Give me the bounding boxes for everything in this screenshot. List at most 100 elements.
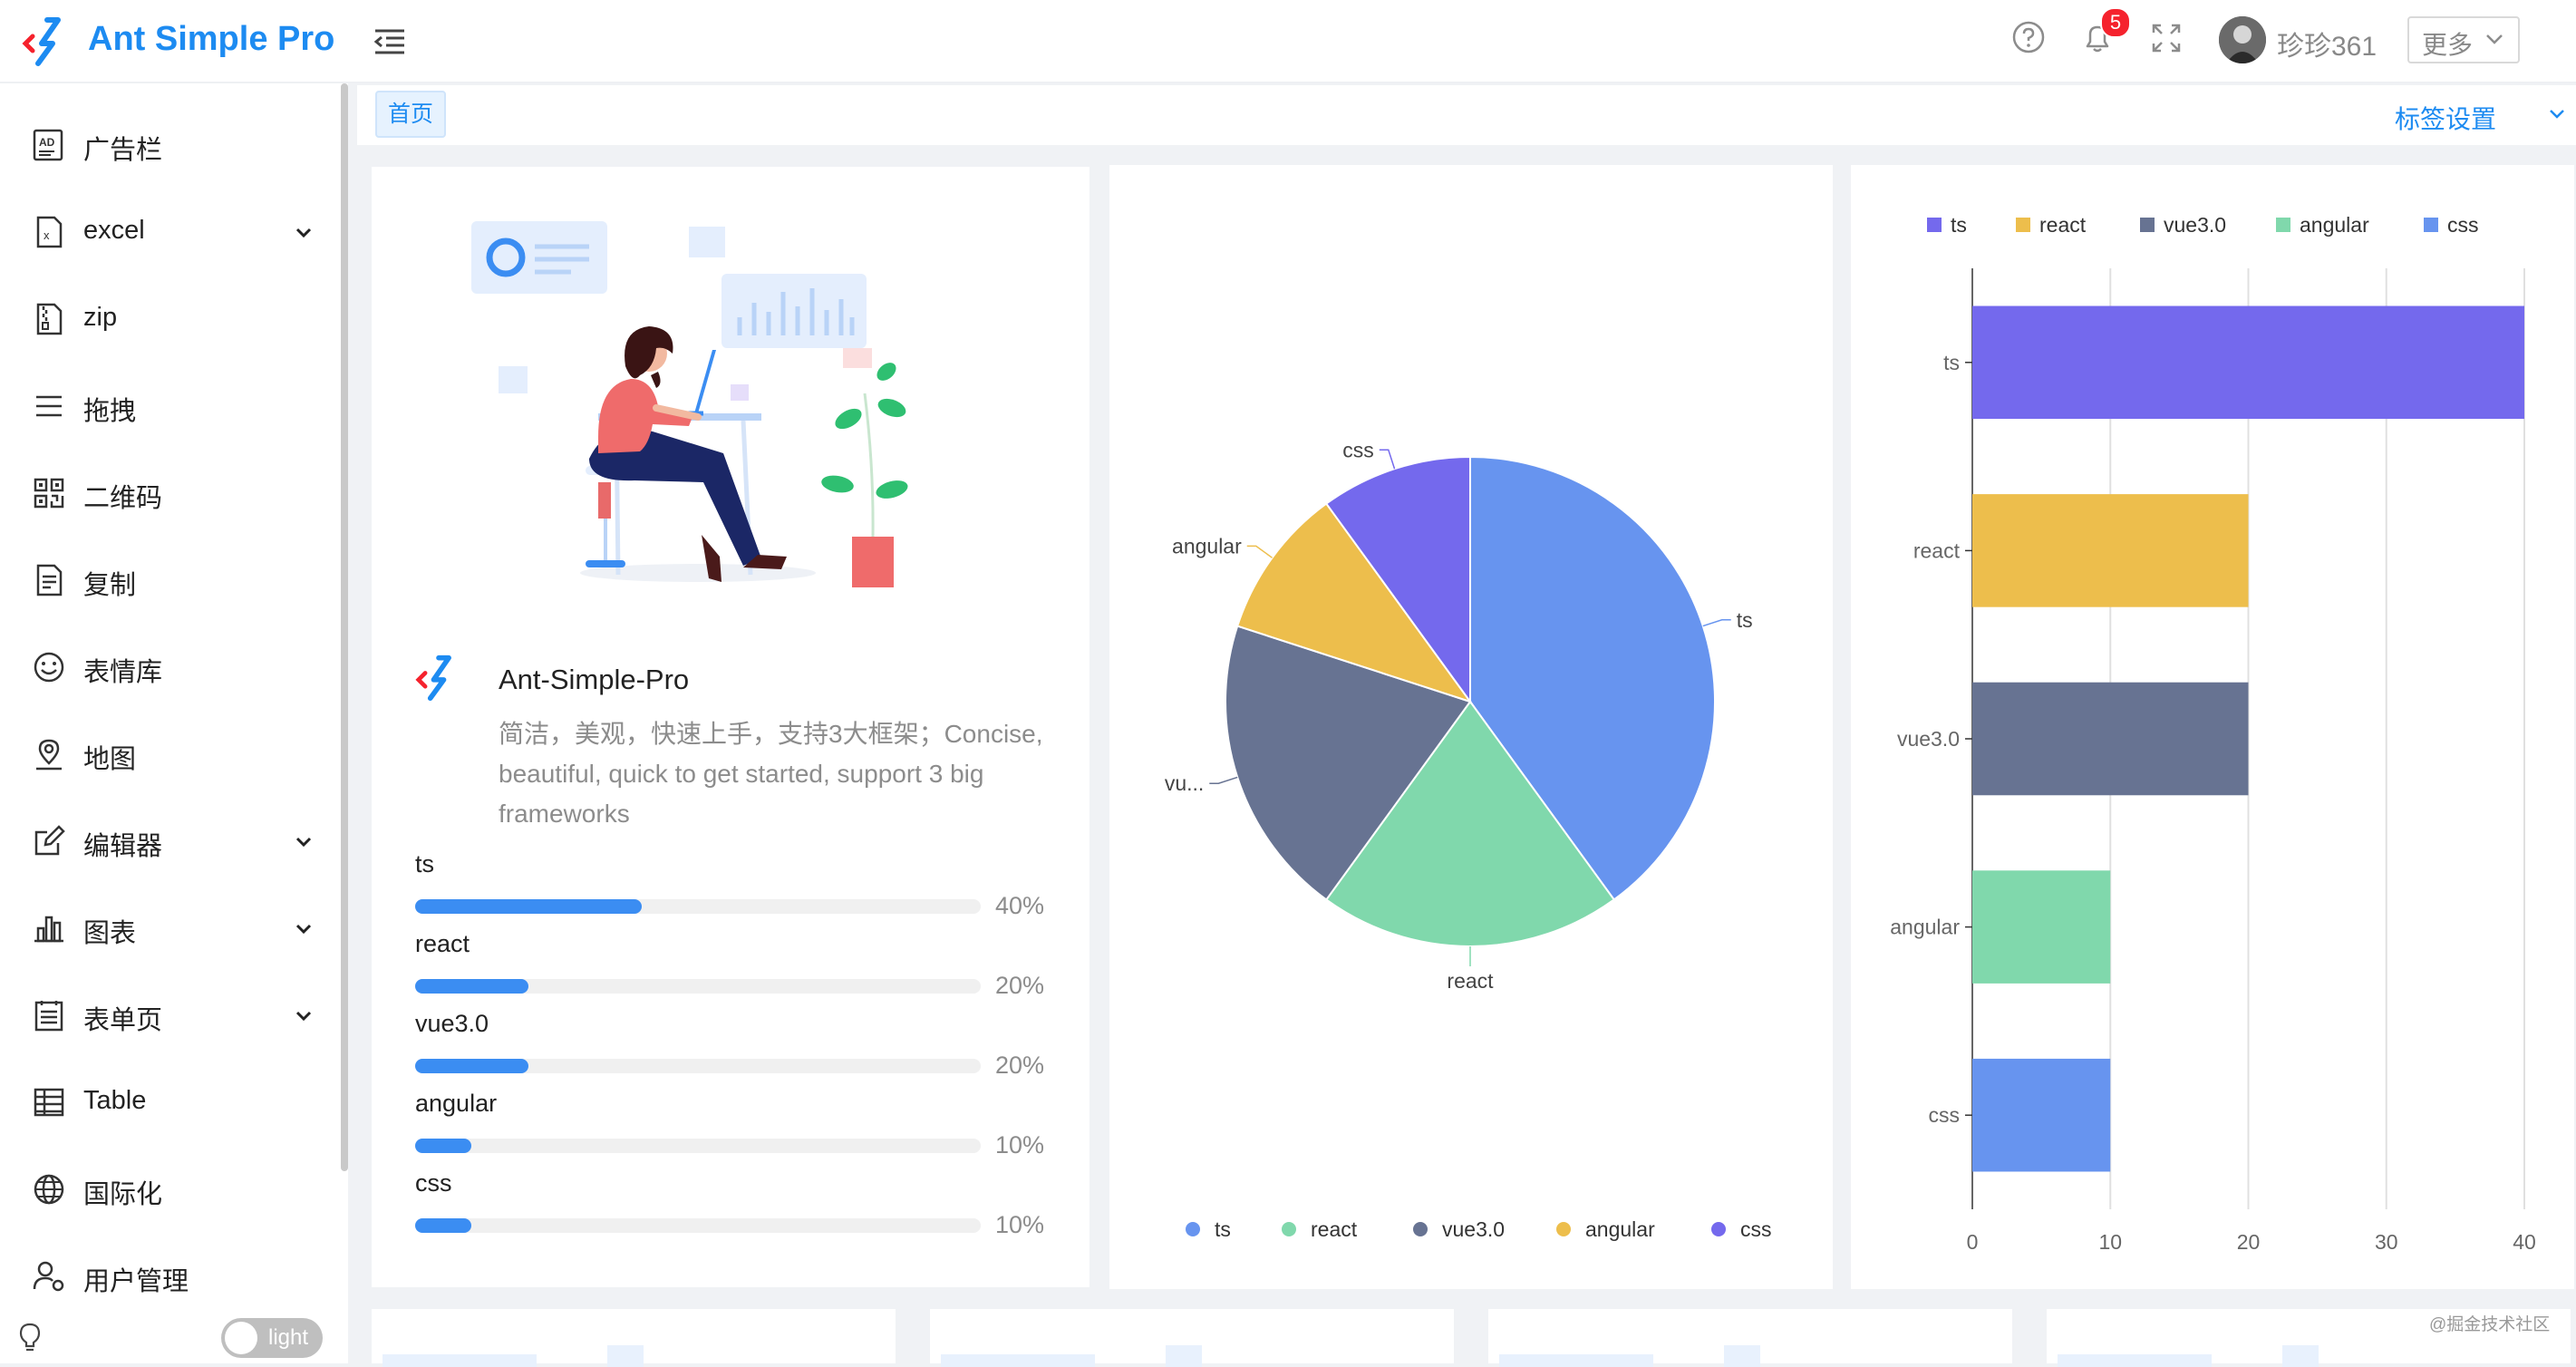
legend-marker xyxy=(1413,1222,1428,1236)
stat-card xyxy=(930,1309,1454,1367)
sidebar-item-drag[interactable]: 拖拽 xyxy=(0,363,348,450)
y-tick-label: angular xyxy=(1890,916,1960,939)
bar-chart: ts react vue3.0 angular css 0 10 20 30 40 ts react v… xyxy=(1890,213,2536,1254)
fullscreen-icon[interactable] xyxy=(2150,22,2183,54)
skill-progress-fill xyxy=(415,1139,472,1153)
project-logo-icon xyxy=(415,654,451,702)
stat-card xyxy=(372,1309,896,1367)
x-tick-label: 0 xyxy=(1967,1230,1979,1254)
pie-slice xyxy=(1225,625,1472,901)
skill-percent: 20% xyxy=(995,1052,1045,1079)
legend-marker xyxy=(2424,218,2438,232)
username[interactable]: 珍珍361 xyxy=(2277,32,2377,62)
sidebar-item-label: 编辑器 xyxy=(83,832,163,861)
copy-file-icon xyxy=(36,564,63,596)
x-tick-label: 10 xyxy=(2098,1230,2122,1254)
legend-label: vue3.0 xyxy=(2164,213,2226,237)
sidebar-item-emoji[interactable]: 表情库 xyxy=(0,624,348,711)
svg-text:x: x xyxy=(44,228,50,242)
chevron-down-icon xyxy=(295,924,312,935)
chevron-down-icon xyxy=(295,228,312,238)
legend-label: react xyxy=(2039,213,2087,237)
app-title[interactable]: Ant Simple Pro xyxy=(88,20,335,58)
qrcode-icon xyxy=(34,478,64,509)
excel-file-icon: x xyxy=(36,216,63,248)
y-tick-label: vue3.0 xyxy=(1897,727,1960,751)
bar xyxy=(1972,1058,2111,1172)
notification-badge: 5 xyxy=(2100,7,2131,38)
more-dropdown[interactable]: 更多 xyxy=(2407,16,2520,63)
pie-chart-card: ts react vu... angular css ts react vue3.0 angul… xyxy=(1109,165,1833,1289)
y-tick-label: css xyxy=(1929,1103,1961,1127)
legend-label: angular xyxy=(1585,1217,1655,1241)
chevron-down-icon xyxy=(2550,110,2564,119)
sidebar-item-label: 图表 xyxy=(83,919,137,948)
sidebar-item-charts[interactable]: 图表 xyxy=(0,885,348,972)
sidebar-item-table[interactable]: Table xyxy=(0,1059,348,1146)
header-bar: Ant Simple Pro 5 珍珍361 更多 xyxy=(0,0,2576,83)
sidebar-item-label: zip xyxy=(83,303,118,332)
project-name: Ant-Simple-Pro xyxy=(499,664,690,695)
workspace-illustration xyxy=(471,221,908,587)
legend-marker xyxy=(1927,218,1942,232)
map-pin-icon xyxy=(36,739,62,771)
stat-card xyxy=(1488,1309,2012,1367)
project-intro-card: Ant-Simple-Pro 简洁，美观，快速上手，支持3大框架；Concise… xyxy=(372,167,1089,1287)
smile-icon xyxy=(34,652,64,683)
legend-label: ts xyxy=(1951,213,1967,237)
skill-name: css xyxy=(415,1169,452,1197)
pie-slice-label: ts xyxy=(1737,608,1753,632)
sidebar-item-map[interactable]: 地图 xyxy=(0,711,348,798)
tag-settings-dropdown[interactable]: 标签设置 xyxy=(2382,85,2576,145)
menu-fold-icon[interactable] xyxy=(372,24,408,60)
skill-percent: 10% xyxy=(995,1131,1045,1159)
sidebar-item-copy[interactable]: 复制 xyxy=(0,537,348,624)
bar xyxy=(1972,870,2111,984)
more-label: 更多 xyxy=(2422,31,2474,59)
pie-label-line xyxy=(1379,449,1396,470)
bar xyxy=(1972,682,2249,796)
skill-progress-bar xyxy=(415,1059,981,1073)
skill-progress-bar xyxy=(415,979,981,994)
skill-percent: 20% xyxy=(995,972,1045,999)
skill-progress-fill xyxy=(415,979,528,994)
legend-label: react xyxy=(1311,1217,1358,1241)
theme-toggle[interactable]: light xyxy=(221,1318,323,1358)
pie-label-line xyxy=(1246,545,1273,558)
pie-slice-label: css xyxy=(1342,438,1374,461)
pie-slice xyxy=(1235,502,1473,703)
pie-label-line xyxy=(1702,619,1731,627)
bar xyxy=(1972,494,2249,607)
skill-progress-bar xyxy=(415,1139,981,1153)
tab-home[interactable]: 首页 xyxy=(375,91,447,138)
skill-progress-fill xyxy=(415,1218,472,1233)
sidebar-item-label: Table xyxy=(83,1086,147,1115)
question-circle-icon[interactable] xyxy=(2010,19,2047,55)
sidebar-item-zip[interactable]: zip xyxy=(0,276,348,363)
sidebar-item-editor[interactable]: 编辑器 xyxy=(0,798,348,885)
theme-label: light xyxy=(268,1325,309,1350)
chevron-down-icon xyxy=(2486,34,2503,44)
x-tick-label: 40 xyxy=(2513,1230,2536,1254)
sidebar-item-label: 表单页 xyxy=(83,1006,163,1035)
sidebar-item-excel[interactable]: x excel xyxy=(0,189,348,276)
legend-label: ts xyxy=(1215,1217,1231,1241)
legend-marker xyxy=(1556,1222,1571,1236)
legend-label: vue3.0 xyxy=(1442,1217,1505,1241)
legend-marker xyxy=(2140,218,2155,232)
x-tick-label: 20 xyxy=(2237,1230,2261,1254)
sidebar-item-ad[interactable]: AD 广告栏 xyxy=(0,102,348,189)
avatar[interactable] xyxy=(2219,16,2266,63)
sidebar-item-qrcode[interactable]: 二维码 xyxy=(0,450,348,537)
x-tick-label: 30 xyxy=(2375,1230,2398,1254)
pie-chart: ts react vu... angular css ts react vue3.0 angul… xyxy=(1165,438,1772,1241)
logo-icon[interactable] xyxy=(22,16,73,67)
chevron-down-icon xyxy=(295,1011,312,1022)
legend-marker xyxy=(1186,1222,1200,1236)
skill-percent: 40% xyxy=(995,892,1045,919)
pie-slice xyxy=(1324,700,1616,947)
sidebar-item-i18n[interactable]: 国际化 xyxy=(0,1146,348,1233)
sidebar-item-form[interactable]: 表单页 xyxy=(0,972,348,1059)
sidebar-item-users[interactable]: 用户管理 xyxy=(0,1233,348,1320)
sidebar-scrollbar[interactable] xyxy=(341,83,348,1171)
